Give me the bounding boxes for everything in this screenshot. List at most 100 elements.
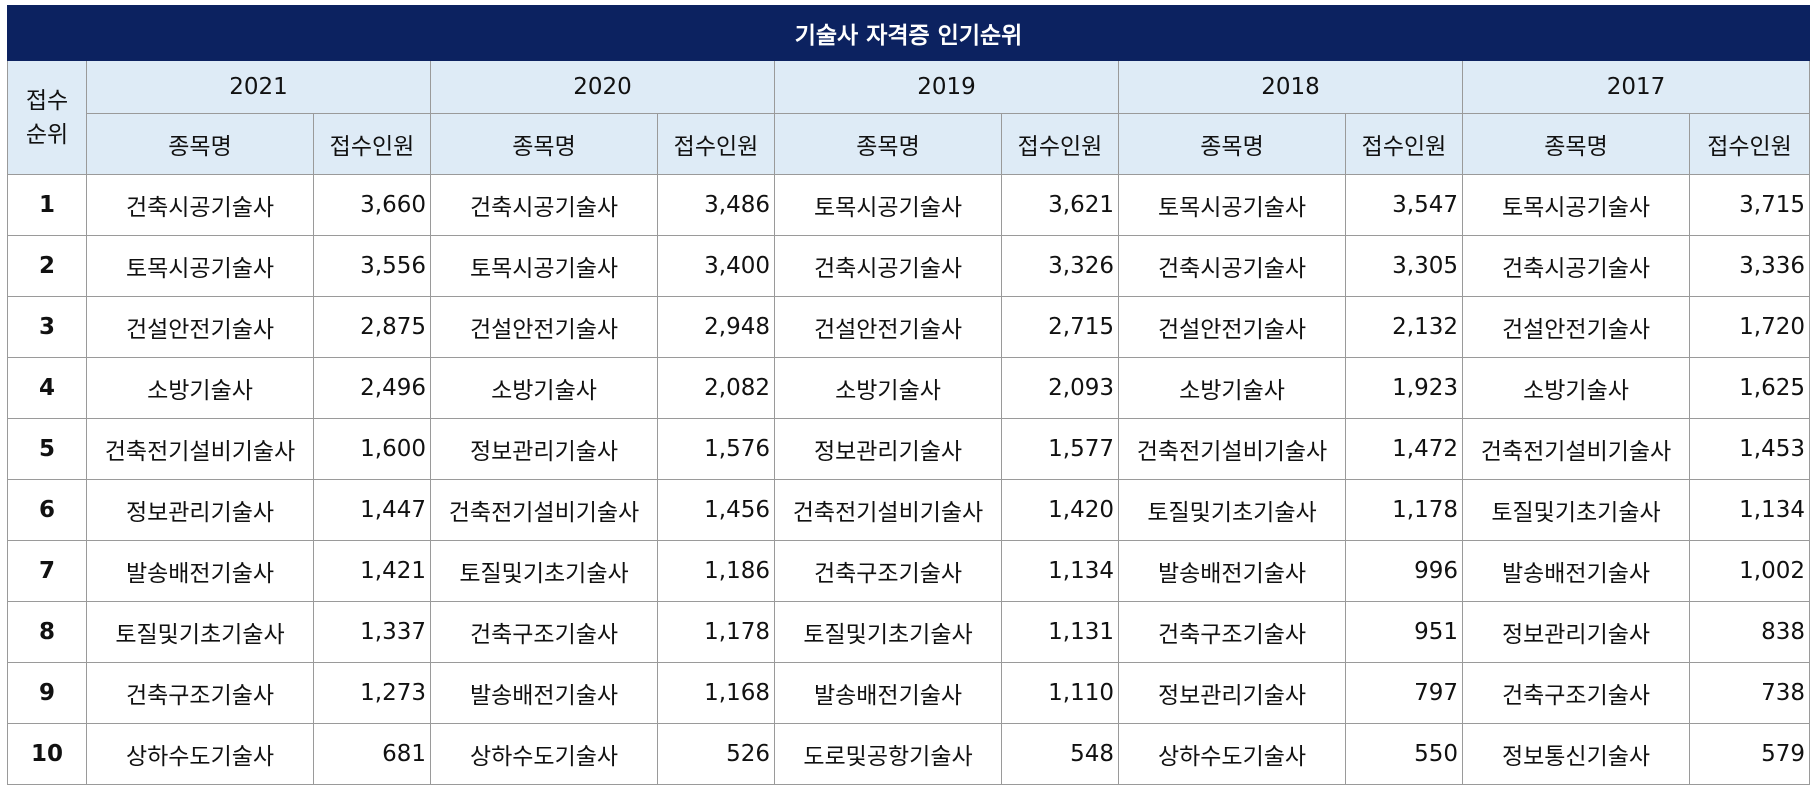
applicant-count-cell: 1,720 [1688, 296, 1811, 358]
exam-name-cell: 소방기술사 [774, 357, 1002, 419]
rank-cell: 2 [7, 235, 87, 297]
exam-name-cell: 건축시공기술사 [774, 235, 1002, 297]
exam-name-cell: 발송배전기술사 [86, 540, 314, 602]
exam-name-cell: 소방기술사 [86, 357, 314, 419]
applicant-count-cell: 2,132 [1345, 296, 1463, 358]
exam-name-cell: 건축전기설비기술사 [1118, 418, 1346, 480]
rank-cell: 9 [7, 662, 87, 724]
count-header: 접수인원 [313, 113, 431, 175]
rank-cell: 1 [7, 174, 87, 236]
applicant-count-cell: 996 [1345, 540, 1463, 602]
rank-cell: 5 [7, 418, 87, 480]
applicant-count-cell: 1,273 [313, 662, 431, 724]
exam-name-cell: 건축시공기술사 [86, 174, 314, 236]
applicant-count-cell: 1,337 [313, 601, 431, 663]
applicant-count-cell: 1,923 [1345, 357, 1463, 419]
exam-name-cell: 정보관리기술사 [1118, 662, 1346, 724]
exam-name-cell: 상하수도기술사 [430, 723, 658, 785]
name-header: 종목명 [1118, 113, 1346, 175]
applicant-count-cell: 1,002 [1688, 540, 1811, 602]
count-header: 접수인원 [1001, 113, 1119, 175]
exam-name-cell: 토목시공기술사 [430, 235, 658, 297]
applicant-count-cell: 3,621 [1001, 174, 1119, 236]
applicant-count-cell: 3,305 [1345, 235, 1463, 297]
exam-name-cell: 소방기술사 [1118, 357, 1346, 419]
applicant-count-cell: 1,600 [313, 418, 431, 480]
applicant-count-cell: 3,486 [657, 174, 775, 236]
year-header-2018: 2018 [1118, 60, 1463, 114]
count-header: 접수인원 [657, 113, 775, 175]
table-row: 4 소방기술사 2,496 소방기술사 2,082 소방기술사 2,093 소방기술사 1,92… [7, 357, 1811, 419]
applicant-count-cell: 1,576 [657, 418, 775, 480]
applicant-count-cell: 797 [1345, 662, 1463, 724]
applicant-count-cell: 1,420 [1001, 479, 1119, 541]
rank-cell: 7 [7, 540, 87, 602]
exam-name-cell: 건축구조기술사 [1462, 662, 1690, 724]
exam-name-cell: 토질및기초기술사 [86, 601, 314, 663]
year-header-2020: 2020 [430, 60, 775, 114]
exam-name-cell: 상하수도기술사 [1118, 723, 1346, 785]
exam-name-cell: 건설안전기술사 [1118, 296, 1346, 358]
name-header: 종목명 [774, 113, 1002, 175]
rank-header: 접수 순위 [7, 60, 87, 175]
exam-name-cell: 토목시공기술사 [1462, 174, 1690, 236]
exam-name-cell: 소방기술사 [430, 357, 658, 419]
rank-header-line-2: 순위 [25, 121, 69, 148]
applicant-count-cell: 1,453 [1688, 418, 1811, 480]
applicant-count-cell: 1,421 [313, 540, 431, 602]
applicant-count-cell: 1,456 [657, 479, 775, 541]
year-header-2021: 2021 [86, 60, 431, 114]
exam-name-cell: 건축시공기술사 [1462, 235, 1690, 297]
table-row: 8 토질및기초기술사 1,337 건축구조기술사 1,178 토질및기초기술사 1,131 건… [7, 601, 1811, 663]
applicant-count-cell: 550 [1345, 723, 1463, 785]
table-row: 5 건축전기설비기술사 1,600 정보관리기술사 1,576 정보관리기술사 1,577 건… [7, 418, 1811, 480]
table-row: 10 상하수도기술사 681 상하수도기술사 526 도로및공항기술사 548 상하수도기술사… [7, 723, 1811, 785]
ranking-table: 기술사 자격증 인기순위 접수 순위 2021 2020 2019 2018 2… [6, 5, 1811, 785]
exam-name-cell: 토목시공기술사 [1118, 174, 1346, 236]
applicant-count-cell: 681 [313, 723, 431, 785]
table-row: 7 발송배전기술사 1,421 토질및기초기술사 1,186 건축구조기술사 1,134 발송… [7, 540, 1811, 602]
applicant-count-cell: 2,496 [313, 357, 431, 419]
table-row: 3 건설안전기술사 2,875 건설안전기술사 2,948 건설안전기술사 2,715 건설안… [7, 296, 1811, 358]
applicant-count-cell: 2,093 [1001, 357, 1119, 419]
applicant-count-cell: 1,186 [657, 540, 775, 602]
applicant-count-cell: 1,178 [1345, 479, 1463, 541]
exam-name-cell: 건축전기설비기술사 [86, 418, 314, 480]
applicant-count-cell: 2,082 [657, 357, 775, 419]
exam-name-cell: 정보관리기술사 [774, 418, 1002, 480]
ranking-table-container: 기술사 자격증 인기순위 접수 순위 2021 2020 2019 2018 2… [6, 5, 1811, 785]
rank-cell: 10 [7, 723, 87, 785]
exam-name-cell: 정보통신기술사 [1462, 723, 1690, 785]
applicant-count-cell: 1,168 [657, 662, 775, 724]
name-header: 종목명 [430, 113, 658, 175]
exam-name-cell: 건축구조기술사 [774, 540, 1002, 602]
applicant-count-cell: 951 [1345, 601, 1463, 663]
exam-name-cell: 정보관리기술사 [430, 418, 658, 480]
exam-name-cell: 건축구조기술사 [1118, 601, 1346, 663]
applicant-count-cell: 526 [657, 723, 775, 785]
exam-name-cell: 건축구조기술사 [86, 662, 314, 724]
exam-name-cell: 건축전기설비기술사 [1462, 418, 1690, 480]
table-row: 2 토목시공기술사 3,556 토목시공기술사 3,400 건축시공기술사 3,326 건축시… [7, 235, 1811, 297]
table-row: 9 건축구조기술사 1,273 발송배전기술사 1,168 발송배전기술사 1,110 정보관… [7, 662, 1811, 724]
applicant-count-cell: 2,875 [313, 296, 431, 358]
applicant-count-cell: 1,625 [1688, 357, 1811, 419]
applicant-count-cell: 838 [1688, 601, 1811, 663]
exam-name-cell: 건축시공기술사 [430, 174, 658, 236]
exam-name-cell: 상하수도기술사 [86, 723, 314, 785]
applicant-count-cell: 1,110 [1001, 662, 1119, 724]
exam-name-cell: 건축전기설비기술사 [430, 479, 658, 541]
exam-name-cell: 건설안전기술사 [430, 296, 658, 358]
name-header: 종목명 [86, 113, 314, 175]
exam-name-cell: 발송배전기술사 [774, 662, 1002, 724]
exam-name-cell: 토질및기초기술사 [430, 540, 658, 602]
exam-name-cell: 건축시공기술사 [1118, 235, 1346, 297]
applicant-count-cell: 3,326 [1001, 235, 1119, 297]
table-title: 기술사 자격증 인기순위 [6, 5, 1811, 61]
count-header: 접수인원 [1345, 113, 1463, 175]
applicant-count-cell: 738 [1688, 662, 1811, 724]
applicant-count-cell: 3,660 [313, 174, 431, 236]
exam-name-cell: 토질및기초기술사 [774, 601, 1002, 663]
rank-cell: 6 [7, 479, 87, 541]
applicant-count-cell: 3,336 [1688, 235, 1811, 297]
